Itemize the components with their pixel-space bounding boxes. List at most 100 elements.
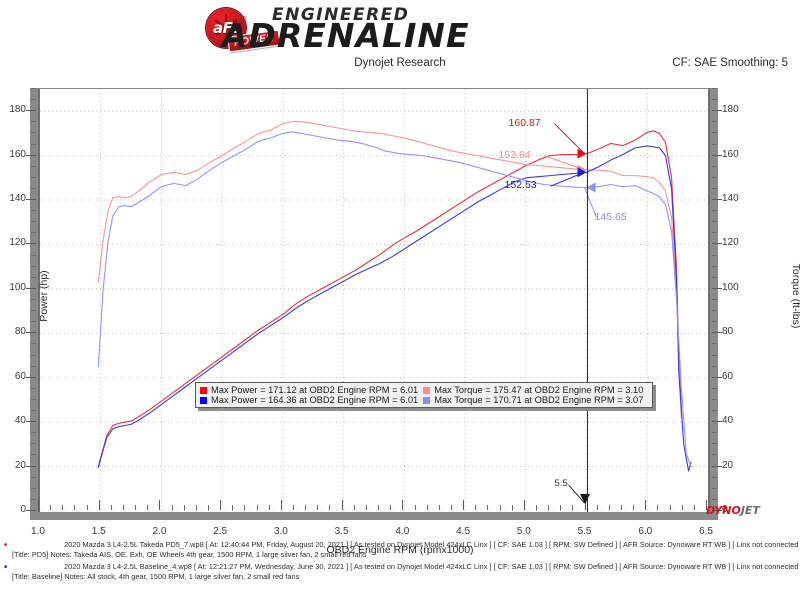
y-minor-mark-right [712, 432, 717, 434]
chart-legend: Max Power = 171.12 at OBD2 Engine RPM = … [195, 382, 654, 408]
x-tick-mark-2.0 [159, 500, 161, 510]
right-axis-bar [710, 88, 718, 518]
y-tick-mark-left-60 [26, 376, 36, 378]
y-minor-mark-right [712, 99, 717, 101]
annotation-value-4: 145.65 [594, 210, 627, 223]
y-minor-mark-left [31, 476, 36, 478]
y-minor-mark-left [31, 276, 36, 278]
x-minor-mark [572, 505, 574, 510]
x-minor-mark [208, 505, 210, 510]
x-minor-mark [50, 505, 52, 510]
y-tick-label-right-140: 140 [722, 193, 739, 205]
x-minor-mark [110, 505, 112, 510]
x-minor-mark [268, 505, 270, 510]
x-tick-mark-1.0 [38, 500, 39, 510]
y-tick-label-left-100: 100 [9, 281, 26, 293]
x-minor-mark [608, 505, 610, 510]
x-minor-mark [499, 505, 501, 510]
y-tick-label-right-60: 60 [722, 370, 734, 382]
y-tick-label-right-40: 40 [722, 415, 734, 427]
x-tick-mark-2.5 [220, 500, 222, 510]
legend-swatch-power-icon [200, 397, 207, 405]
afe-power-logo: aFe ® POWER [202, 6, 290, 53]
x-minor-mark [123, 505, 125, 510]
y-minor-mark-right [712, 487, 717, 489]
y-tick-label-left-60: 60 [14, 370, 26, 382]
y-minor-mark-right [712, 454, 717, 456]
y-tick-label-left-180: 180 [9, 104, 26, 116]
y-axis-label-right: Torque (ft-lbs) [790, 263, 800, 329]
y-minor-mark-left [31, 143, 36, 145]
y-minor-mark-left [31, 432, 36, 434]
annotation-value-1: 160.87 [508, 116, 541, 129]
x-minor-mark [390, 505, 392, 510]
footnote-run-notes: [Title: Baseline] Notes: All stock, 4th … [12, 571, 300, 581]
y-minor-mark-left [31, 498, 36, 500]
x-minor-mark [244, 505, 246, 510]
y-tick-mark-left-120 [26, 243, 36, 245]
x-tick-label-1.0: 1.0 [31, 526, 45, 537]
run-footnotes: ■ 2020 Mazda 3 L4-2.5L Takeda PD5_7.wp8 [… [0, 540, 800, 584]
x-minor-mark [305, 505, 307, 510]
y-minor-mark-left [31, 176, 36, 178]
x-tick-mark-1.5 [98, 500, 100, 510]
y-tick-label-left-0: 0 [20, 504, 26, 515]
x-minor-mark [62, 505, 64, 510]
x-tick-label-5.0: 5.0 [516, 526, 531, 537]
y-minor-mark-left [31, 232, 36, 234]
title-engineered: ENGINEERED [272, 5, 410, 25]
x-tick-mark-6.0 [645, 500, 647, 510]
legend-power-entry-1: Max Power = 171.12 at OBD2 Engine RPM = … [200, 385, 423, 395]
x-minor-mark [171, 505, 173, 510]
bottom-axis-bar [30, 512, 718, 520]
y-minor-mark-right [712, 121, 717, 123]
y-tick-mark-right-100 [712, 287, 722, 289]
y-minor-mark-left [31, 487, 36, 489]
dynojet-watermark-part2: JET [740, 504, 760, 517]
y-tick-mark-left-100 [26, 287, 36, 289]
x-minor-mark [147, 505, 149, 510]
x-minor-mark [657, 505, 659, 510]
y-minor-mark-right [712, 210, 717, 212]
x-tick-label-3.5: 3.5 [334, 526, 349, 537]
y-tick-label-right-20: 20 [722, 459, 734, 471]
y-tick-mark-left-140 [26, 199, 36, 201]
x-minor-mark [535, 505, 537, 510]
x-minor-mark [195, 505, 197, 510]
y-minor-mark-left [31, 398, 36, 400]
correction-factor-note: CF: SAE Smoothing: 5 [672, 57, 788, 69]
x-tick-mark-3.5 [341, 500, 343, 510]
legend-table: Max Power = 171.12 at OBD2 Engine RPM = … [200, 385, 648, 405]
annotation-value-3: 152.53 [504, 179, 537, 192]
chart-header: aFe ® POWER ENGINEERED ADRENALINE [0, 0, 800, 55]
y-minor-mark-right [712, 143, 717, 145]
x-minor-mark [183, 505, 185, 510]
x-tick-label-4.0: 4.0 [395, 526, 410, 537]
y-minor-mark-right [712, 232, 717, 234]
y-tick-label-left-160: 160 [9, 148, 26, 160]
x-minor-mark [560, 505, 562, 510]
legend-swatch-power-icon [200, 387, 207, 395]
y-minor-mark-right [712, 343, 717, 345]
y-minor-mark-right [712, 187, 717, 189]
y-tick-label-left-20: 20 [14, 459, 26, 471]
y-tick-mark-right-60 [712, 376, 722, 378]
y-minor-mark-right [712, 176, 717, 178]
footnote-1: ■ 2020 Mazda 3 L4-2.5L Takeda PD5_7.wp8 [… [0, 540, 800, 559]
annotation-arrows [544, 123, 598, 504]
dynojet-watermark: DYNOJET [706, 504, 760, 517]
legend-row: Max Power = 164.36 at OBD2 Engine RPM = … [200, 395, 648, 405]
x-axis-label: OBD2 Engine RPM (rpmx1000) [326, 544, 474, 556]
y-tick-mark-right-120 [712, 243, 722, 245]
y-minor-mark-right [712, 221, 717, 223]
x-minor-mark [681, 505, 683, 510]
y-minor-mark-right [712, 310, 717, 312]
x-tick-mark-5.0 [523, 500, 525, 510]
footnote-bullet-icon: ■ [4, 564, 8, 570]
x-minor-mark [378, 505, 380, 510]
y-minor-mark-right [712, 132, 717, 134]
cursor-line[interactable] [586, 89, 588, 512]
x-minor-mark [693, 505, 695, 510]
cursor-arrow-icon [579, 494, 590, 504]
legend-swatch-torque-icon [423, 397, 431, 405]
